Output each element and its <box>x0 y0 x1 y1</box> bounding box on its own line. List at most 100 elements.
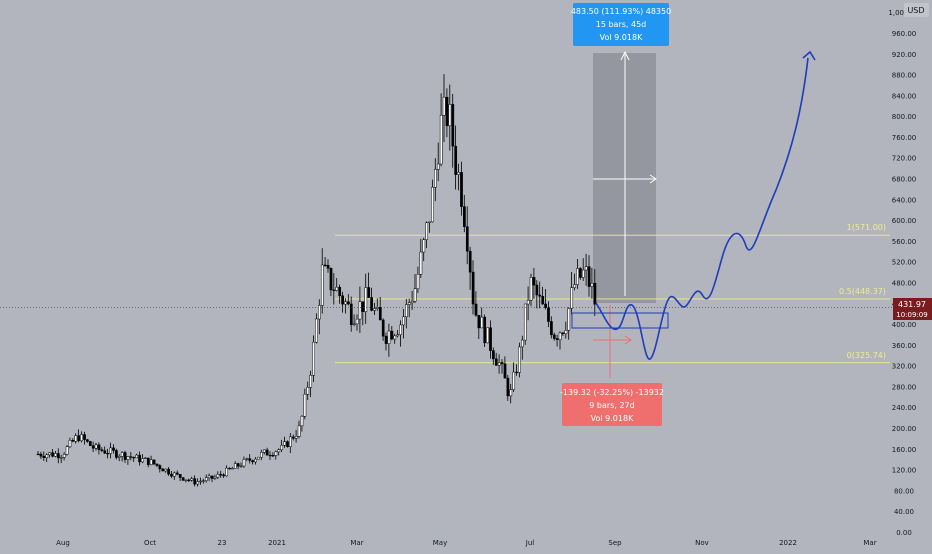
candle-up <box>239 465 243 468</box>
candle-down <box>326 265 330 269</box>
candle-down <box>36 453 40 456</box>
candle-down <box>167 468 170 475</box>
candle-up <box>196 481 199 485</box>
long-position-line3: Vol 9.018K <box>600 33 643 42</box>
candle-up <box>204 477 208 481</box>
candle-down <box>106 452 110 455</box>
x-tick-label: Oct <box>144 539 156 547</box>
y-tick-label: 40.00 <box>894 508 914 516</box>
candle-down <box>222 474 226 477</box>
candle-down <box>71 440 75 442</box>
candle-up <box>396 334 400 337</box>
candle-up <box>184 479 188 482</box>
candle-down <box>291 436 295 439</box>
long-position-line2: 15 bars, 45d <box>596 20 647 29</box>
candle-up <box>280 445 284 451</box>
candle-up <box>297 425 301 437</box>
y-tick-label: 760.00 <box>892 134 917 142</box>
candle-up <box>117 456 121 458</box>
candle-down <box>361 301 365 312</box>
candle-up <box>144 457 147 460</box>
candle-down <box>492 350 495 360</box>
candle-up <box>309 374 313 388</box>
candle-up <box>315 318 318 343</box>
candle-up <box>120 452 124 457</box>
candle-up <box>306 387 310 395</box>
candle-up <box>318 305 321 320</box>
long-position-box[interactable] <box>573 3 669 46</box>
y-tick-label: 600.00 <box>892 217 917 225</box>
candle-down <box>341 295 344 305</box>
candle-down <box>132 456 136 459</box>
candle-up <box>254 458 257 463</box>
current-price-tag <box>893 298 932 320</box>
candle-up <box>431 186 434 223</box>
candle-up <box>126 456 130 460</box>
y-tick-label: 280.00 <box>892 383 917 391</box>
candle-up <box>94 444 98 449</box>
candle-up <box>486 327 489 344</box>
candle-up <box>558 332 562 340</box>
short-position-line2: 9 bars, 27d <box>589 401 634 410</box>
candle-down <box>483 316 487 344</box>
y-tick-label: 240.00 <box>892 404 917 412</box>
candle-down <box>251 460 255 463</box>
candle-down <box>538 294 542 297</box>
candle-down <box>465 226 469 252</box>
x-tick-label: Nov <box>695 539 709 547</box>
candle-down <box>236 463 240 467</box>
candle-down <box>535 284 539 296</box>
candle-up <box>202 480 205 482</box>
candle-up <box>422 239 426 253</box>
y-tick-label: 640.00 <box>892 196 917 204</box>
y-tick-label: 720.00 <box>892 155 917 163</box>
candle-up <box>257 456 260 460</box>
candle-down <box>129 456 133 458</box>
candle-up <box>74 435 78 442</box>
candle-up <box>312 341 315 376</box>
candle-down <box>370 297 373 311</box>
candle-down <box>57 453 60 459</box>
y-tick-label: 880.00 <box>892 72 917 80</box>
candle-up <box>410 300 414 303</box>
candle-down <box>474 303 478 316</box>
x-tick-label: May <box>433 539 447 547</box>
candle-up <box>442 96 446 116</box>
candle-up <box>45 454 49 458</box>
candle-up <box>416 273 420 290</box>
candle-up <box>233 463 237 469</box>
candle-down <box>471 271 475 305</box>
candle-down <box>503 363 507 379</box>
candle-up <box>141 458 144 463</box>
candle-up <box>352 323 356 326</box>
candle-down <box>378 306 382 321</box>
candle-down <box>170 473 173 477</box>
candle-down <box>77 435 81 442</box>
candle-down <box>51 452 54 457</box>
candle-down <box>248 458 252 461</box>
candle-down <box>193 478 197 485</box>
candle-down <box>138 454 141 463</box>
long-position-line1: 483.50 (111.93%) 48350 <box>571 7 671 16</box>
candle-up <box>300 415 304 427</box>
candle-down <box>390 330 394 340</box>
currency-badge[interactable] <box>904 3 929 17</box>
candle-down <box>515 371 518 374</box>
candle-down <box>323 264 327 267</box>
y-tick-label: 920.00 <box>892 51 917 59</box>
candle-up <box>434 169 437 188</box>
candle-up <box>457 172 460 175</box>
candle-down <box>268 454 272 457</box>
candle-down <box>445 96 449 127</box>
candle-up <box>497 362 501 366</box>
current-price-value: 431.97 <box>898 300 926 309</box>
candle-up <box>590 282 594 287</box>
candle-up <box>190 478 194 481</box>
y-tick-label: 200.00 <box>892 425 917 433</box>
x-tick-label: Mar <box>350 539 363 547</box>
short-position-box[interactable] <box>562 383 662 426</box>
y-tick-label: 520.00 <box>892 259 917 267</box>
candle-up <box>59 457 63 459</box>
candle-down <box>332 289 336 291</box>
